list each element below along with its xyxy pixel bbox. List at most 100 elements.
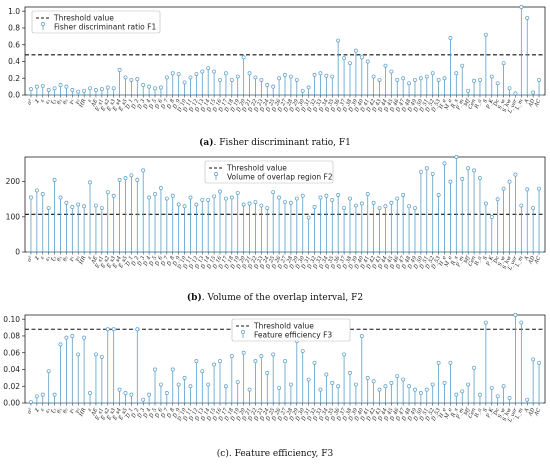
stem-marker: [70, 205, 75, 209]
x-tick-label: D_15: [206, 255, 218, 271]
x-tick-label: ε: [39, 98, 46, 103]
stem-marker: [194, 72, 199, 76]
x-tick-label: D_49: [407, 407, 419, 423]
x-tick-label: χ: [33, 407, 41, 414]
x-tick-label: S_kw: [502, 407, 513, 422]
x-tick-label: D_21: [241, 407, 253, 423]
x-tick-label: S_w: [497, 407, 507, 420]
stem-marker: [188, 75, 193, 80]
x-tick-label: D_23: [253, 407, 265, 423]
stem-marker: [531, 90, 536, 95]
x-tick-label: A: [523, 407, 531, 414]
x-tick-label: D_22: [247, 407, 259, 423]
stem-marker: [147, 392, 152, 397]
x-tick-label: E_s5: [118, 407, 129, 422]
stem-marker: [123, 390, 128, 395]
stem-marker: [342, 206, 347, 210]
stem-marker: [200, 197, 205, 202]
x-tick-label: D_8: [166, 255, 176, 268]
stem-marker: [300, 193, 305, 198]
stem-marker: [318, 71, 323, 76]
x-tick-label: γ₂: [74, 255, 82, 262]
stem-marker: [418, 169, 423, 174]
x-tick-label: D_39: [348, 98, 360, 114]
stem-marker: [158, 85, 163, 90]
stem-marker: [153, 86, 157, 91]
x-tick-label: P_m: [455, 407, 466, 420]
stem-marker: [407, 384, 412, 389]
x-tick-label: ξ₁: [50, 98, 58, 105]
x-tick-label: D_34: [318, 407, 330, 423]
x-tick-label: D_42: [365, 98, 377, 114]
stem-marker: [348, 370, 352, 375]
x-tick-label: D_24: [259, 407, 271, 423]
x-tick-label: D_12: [188, 255, 200, 271]
stem-marker: [389, 200, 394, 205]
stem-marker: [158, 382, 163, 387]
x-tick-label: θ₁: [56, 98, 64, 105]
x-tick-label: D_35: [324, 98, 336, 114]
x-tick-label: D_16: [212, 407, 224, 423]
stem-marker: [253, 200, 258, 204]
stem-marker: [342, 56, 347, 61]
x-tick-label: D_37: [336, 407, 348, 423]
stem-marker: [519, 203, 524, 208]
x-tick-label: D_43: [371, 98, 383, 114]
x-tick-label: D_44: [377, 407, 389, 423]
stem-marker: [401, 193, 406, 197]
x-tick-label: D_30: [295, 98, 307, 114]
legend-box: [231, 318, 351, 342]
stem-marker: [478, 176, 482, 181]
stem-marker: [247, 201, 252, 206]
x-tick-label: D_53: [430, 98, 442, 114]
stem-marker: [34, 188, 39, 193]
stem-marker: [58, 82, 63, 87]
stem-marker: [312, 360, 317, 365]
legend-series-label: Fisher discriminant ratio F1: [54, 23, 156, 32]
x-tick-label: HR: [78, 407, 87, 418]
stem-marker: [401, 76, 406, 81]
x-tick-label: D_47: [395, 407, 407, 423]
stem-marker: [436, 193, 441, 197]
x-tick-label: D_25: [265, 407, 277, 423]
x-tick-label: D_1: [125, 98, 135, 111]
stem-marker: [176, 202, 181, 207]
x-tick-label: D_48: [401, 407, 413, 423]
x-tick-label: D_11: [182, 98, 194, 114]
stem-marker: [359, 55, 364, 60]
x-tick-label: D_8: [166, 98, 176, 111]
x-tick-label: D_11: [182, 255, 194, 271]
stem-marker: [442, 380, 447, 385]
x-tick-label: γ₁: [68, 255, 76, 262]
x-tick-label: Dc: [492, 407, 501, 417]
x-tick-label: γ₁: [68, 98, 76, 105]
x-tick-label: D_10: [176, 407, 188, 423]
stem-marker: [52, 177, 57, 182]
x-tick-label: D_34: [318, 98, 330, 114]
x-tick-label: χ: [33, 98, 41, 105]
stem-marker: [288, 200, 293, 205]
stem-marker: [288, 74, 293, 79]
stem-marker: [58, 195, 63, 200]
y-tick-label: 0.6: [8, 40, 20, 49]
stem-marker: [294, 196, 299, 201]
stem-marker: [117, 387, 122, 392]
stem-marker: [531, 206, 536, 210]
stem-marker: [164, 196, 169, 201]
stem-marker: [495, 394, 500, 399]
x-tick-label: D_22: [247, 98, 259, 114]
x-tick-label: L_m: [514, 98, 525, 111]
x-tick-label: D_30: [295, 255, 307, 271]
stem-marker: [454, 155, 459, 159]
x-tick-label: D_7: [160, 98, 170, 111]
x-tick-label: D_27: [277, 255, 289, 271]
stem-marker: [371, 74, 376, 79]
x-tick-label: E_s1: [94, 407, 105, 422]
stem-marker: [70, 334, 75, 338]
stem-marker: [377, 387, 382, 392]
x-tick-label: D_53: [430, 255, 442, 271]
x-tick-label: AE: [90, 255, 99, 265]
x-tick-label: σ²: [26, 255, 34, 263]
stem-marker: [371, 200, 376, 205]
